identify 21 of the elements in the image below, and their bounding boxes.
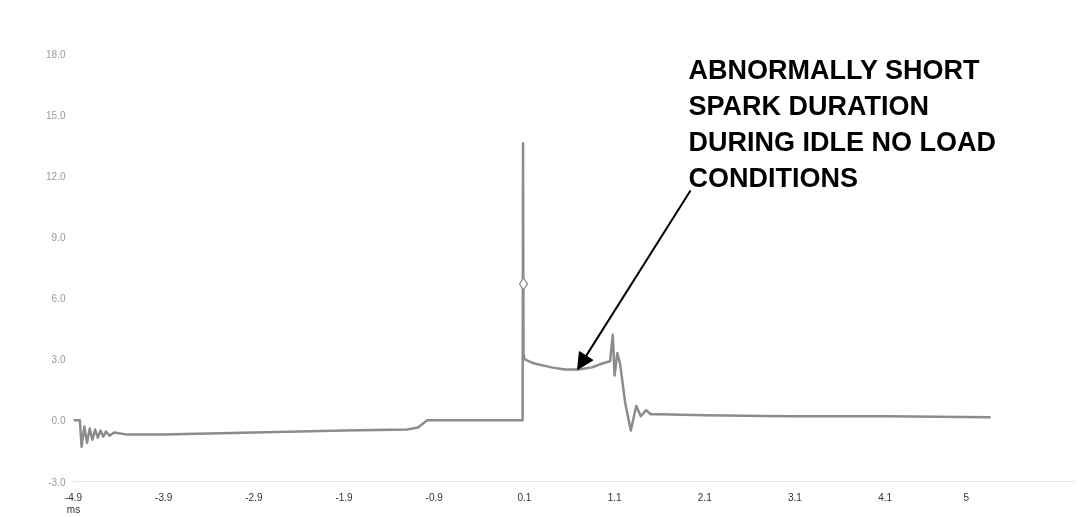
x-tick-label: -2.9 [245,491,263,503]
annotation: ABNORMALLY SHORT SPARK DURATION DURING IDLE NO LOAD CONDITIONS [688,54,996,193]
y-tick-label: -3.0 [48,476,66,488]
x-tick-label: 2.1 [697,491,713,503]
x-tick-label: 3.1 [787,491,803,503]
y-tick-label: 18.0 [46,48,66,60]
x-tick-label: -0.9 [425,491,444,503]
y-tick-label: 3.0 [51,354,66,366]
x-tick-label: 0.1 [517,491,532,503]
x-tick-label: 5 [963,491,970,503]
y-tick-label: 15.0 [46,109,66,121]
y-tick-label: 12.0 [46,170,66,182]
y-tick-label: 9.0 [51,231,66,243]
x-tick-label: -1.9 [335,491,354,503]
y-tick-label: 0.0 [51,415,66,427]
x-tick-label: 1.1 [607,491,622,503]
x-tick-label: 4.1 [878,491,893,503]
x-tick-label: -3.9 [155,491,173,503]
x-axis-title: ms [66,503,81,515]
x-tick-label: -4.9 [64,491,83,503]
y-tick-label: 6.0 [51,293,66,305]
